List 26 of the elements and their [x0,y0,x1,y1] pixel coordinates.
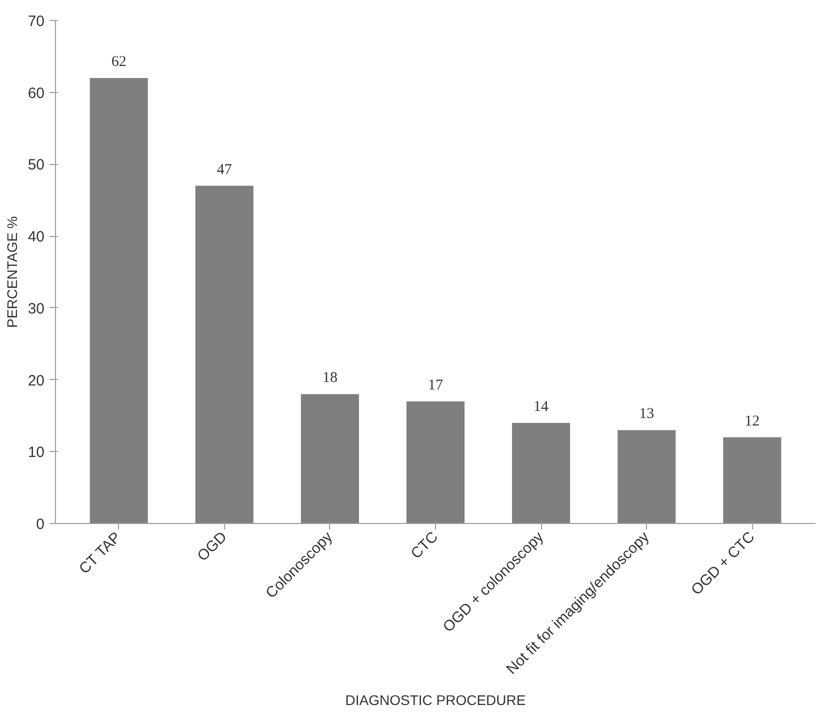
x-tick-label: CT TAP [76,528,124,578]
y-tick-label: 50 [28,156,45,174]
data-label: 12 [744,413,760,430]
bar [618,430,676,524]
bar [406,401,465,524]
bar [512,422,570,524]
x-tick-label: CTC [408,528,442,562]
y-tick-label: 0 [36,516,44,533]
y-axis-title: PERCENTAGE % [4,216,20,328]
bar [195,186,254,524]
bar [90,78,148,524]
y-tick-label: 20 [28,372,45,390]
bar [300,394,359,524]
y-tick-label: 70 [28,13,45,30]
data-label: 17 [428,377,444,394]
data-label: 13 [639,406,654,422]
data-label: 14 [534,398,550,415]
data-label: 47 [216,162,232,178]
y-tick-label: 30 [28,300,45,318]
y-tick-label: 10 [28,444,45,462]
x-axis-title: DIAGNOSTIC PROCEDURE [345,692,526,708]
y-tick-label: 40 [28,228,45,246]
data-label: 18 [322,370,338,386]
data-label: 62 [111,54,126,70]
y-tick-label: 60 [28,84,45,102]
bar [723,437,782,524]
